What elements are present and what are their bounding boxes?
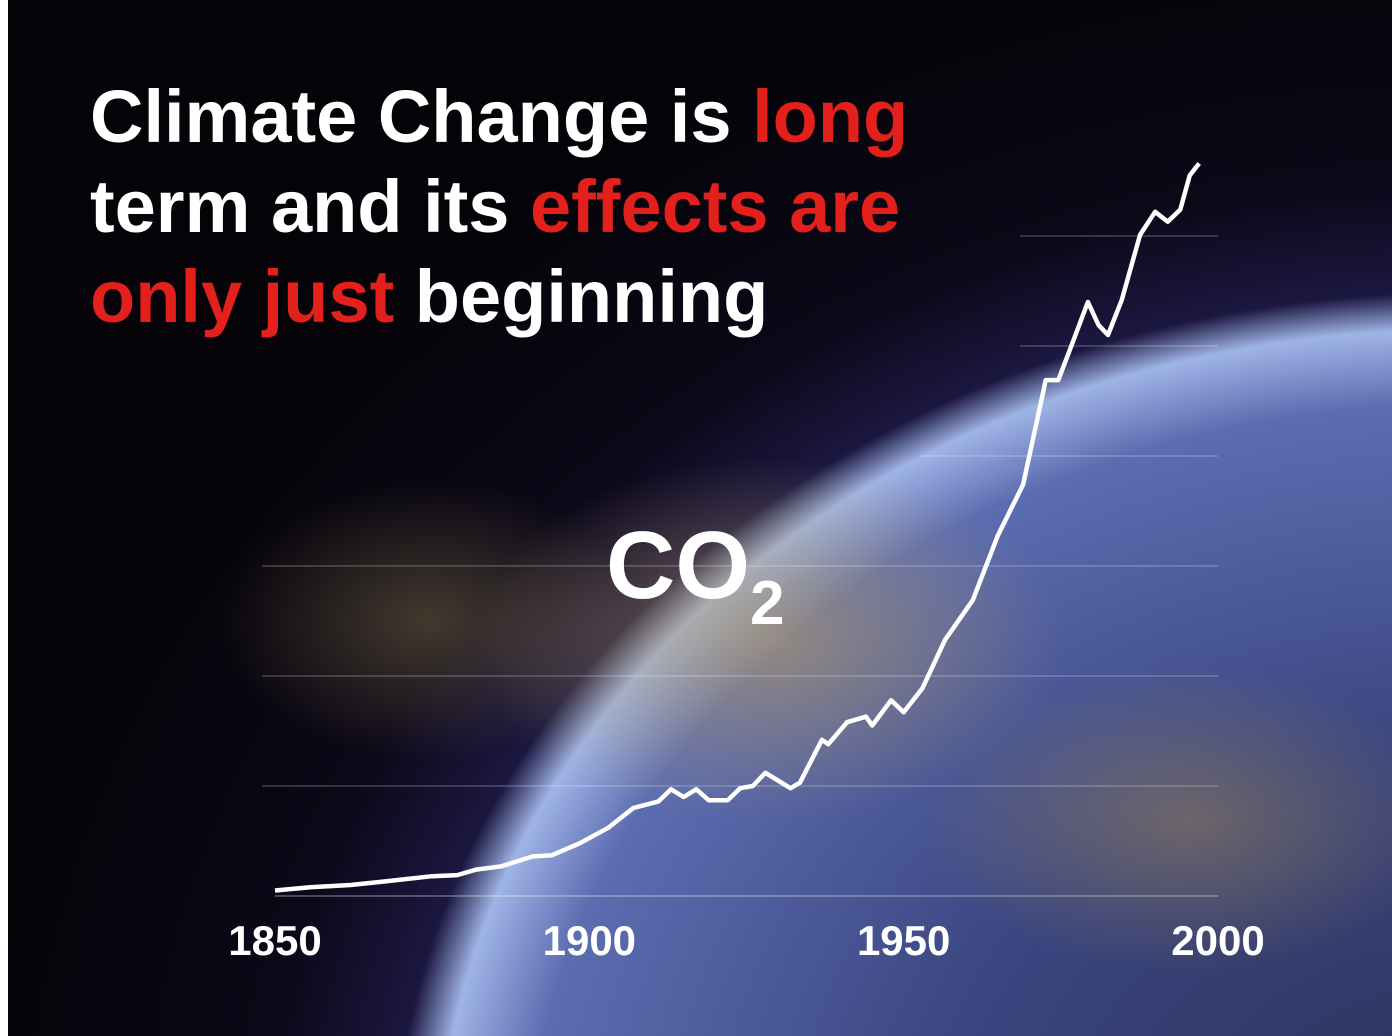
x-tick-label: 2000 <box>1171 917 1264 964</box>
slide: 1850 1900 1950 2000 CO2 Climate Change is lo… <box>8 0 1392 1036</box>
chart-title: Climate Change is long term and its effe… <box>90 72 950 342</box>
annotation-text: CO <box>606 512 750 619</box>
x-tick-label: 1950 <box>857 917 950 964</box>
title-part: long <box>752 75 908 158</box>
title-part: only just <box>90 255 394 338</box>
x-tick-label: 1900 <box>543 917 636 964</box>
title-part: Climate Change is <box>90 75 752 158</box>
title-part: beginning <box>394 255 768 338</box>
title-part: term and its <box>90 165 530 248</box>
title-part: effects are <box>530 165 900 248</box>
x-tick-label: 1850 <box>228 917 321 964</box>
annotation: CO2 <box>606 512 784 638</box>
annotation-subscript: 2 <box>750 569 784 638</box>
